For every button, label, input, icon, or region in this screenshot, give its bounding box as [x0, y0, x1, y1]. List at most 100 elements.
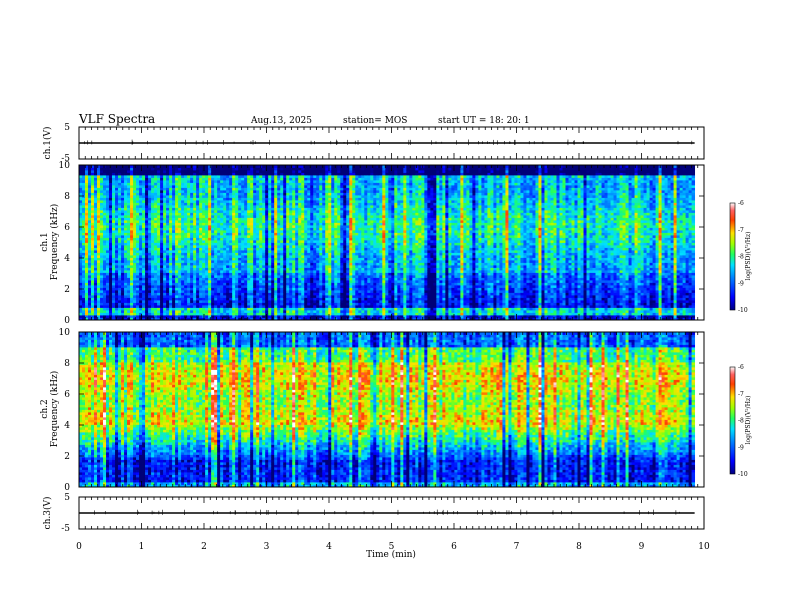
spectrogram-cell — [223, 310, 226, 313]
spectrogram-cell — [181, 293, 184, 296]
spectrogram-cell — [214, 283, 217, 286]
spectrogram-cell — [193, 273, 196, 276]
spectrogram-cell — [160, 188, 163, 191]
spectrogram-cell — [259, 260, 262, 263]
spectrogram-cell — [208, 305, 211, 308]
spectrogram-cell — [256, 278, 259, 281]
spectrogram-cell — [292, 288, 295, 291]
spectrogram-cell — [121, 313, 124, 316]
spectrogram-cell — [205, 180, 208, 183]
spectrogram-cell — [238, 190, 241, 193]
spectrogram-cell — [124, 258, 127, 261]
spectrogram-cell — [97, 213, 100, 216]
spectrogram-cell — [196, 288, 199, 291]
spectrogram-cell — [253, 185, 256, 188]
spectrogram-cell — [112, 285, 115, 288]
spectrogram-cell — [304, 170, 307, 173]
spectrogram-cell — [241, 303, 244, 306]
spectrogram-cell — [121, 203, 124, 206]
spectrogram-cell — [268, 243, 271, 246]
spectrogram-cell — [103, 205, 106, 208]
spectrogram-cell — [181, 310, 184, 313]
spectrogram-cell — [172, 215, 175, 218]
spectrogram-cell — [196, 268, 199, 271]
spectrogram-cell — [187, 235, 190, 238]
spectrogram-cell — [124, 303, 127, 306]
spectrogram-cell — [280, 175, 283, 178]
spectrogram-cell — [121, 248, 124, 251]
spectrogram-cell — [145, 270, 148, 273]
spectrogram-cell — [139, 225, 142, 228]
spectrogram-cell — [196, 180, 199, 183]
spectrogram-cell — [184, 245, 187, 248]
spectrogram-cell — [211, 258, 214, 261]
spectrogram-cell — [301, 273, 304, 276]
spectrogram-cell — [187, 198, 190, 201]
spectrogram-cell — [250, 218, 253, 221]
spectrogram-cell — [142, 208, 145, 211]
spectrogram-cell — [127, 253, 130, 256]
spectrogram-cell — [286, 315, 289, 318]
spectrogram-cell — [151, 190, 154, 193]
spectrogram-cell — [223, 200, 226, 203]
spectrogram-cell — [238, 178, 241, 181]
spectrogram-cell — [163, 275, 166, 278]
spectrogram-cell — [109, 240, 112, 243]
spectrogram-cell — [259, 210, 262, 213]
spectrogram-cell — [292, 248, 295, 251]
spectrogram-cell — [148, 288, 151, 291]
spectrogram-cell — [196, 200, 199, 203]
spectrogram-cell — [127, 268, 130, 271]
spectrogram-cell — [139, 208, 142, 211]
spectrogram-cell — [292, 283, 295, 286]
spectrogram-cell — [172, 238, 175, 241]
spectrogram-cell — [85, 250, 88, 253]
spectrogram-cell — [166, 220, 169, 223]
spectrogram-cell — [157, 200, 160, 203]
spectrogram-cell — [88, 300, 91, 303]
spectrogram-cell — [217, 245, 220, 248]
spectrogram-cell — [283, 200, 286, 203]
spectrogram-cell — [226, 263, 229, 266]
spectrogram-cell — [100, 280, 103, 283]
spectrogram-cell — [187, 253, 190, 256]
spectrogram-cell — [97, 193, 100, 196]
spectrogram-cell — [112, 270, 115, 273]
spectrogram-cell — [283, 268, 286, 271]
spectrogram-cell — [79, 303, 82, 306]
spectrogram-cell — [139, 278, 142, 281]
spectrogram-cell — [130, 235, 133, 238]
spectrogram-cell — [280, 300, 283, 303]
spectrogram-cell — [247, 248, 250, 251]
spectrogram-cell — [187, 210, 190, 213]
spectrogram-cell — [301, 220, 304, 223]
spectrogram-cell — [100, 313, 103, 316]
spectrogram-cell — [262, 228, 265, 231]
spectrogram-cell — [82, 310, 85, 313]
spectrogram-cell — [250, 238, 253, 241]
spectrogram-cell — [244, 283, 247, 286]
spectrogram-cell — [145, 245, 148, 248]
spectrogram-cell — [271, 235, 274, 238]
spectrogram-cell — [295, 260, 298, 263]
spectrogram-cell — [259, 268, 262, 271]
spectrogram-cell — [187, 245, 190, 248]
spectrogram-cell — [88, 205, 91, 208]
spectrogram-cell — [187, 188, 190, 191]
spectrogram-cell — [187, 225, 190, 228]
spectrogram-cell — [229, 258, 232, 261]
spectrogram-cell — [226, 215, 229, 218]
spectrogram-cell — [253, 175, 256, 178]
spectrogram-cell — [130, 230, 133, 233]
spectrogram-cell — [133, 310, 136, 313]
spectrogram-cell — [133, 178, 136, 181]
spectrogram-cell — [259, 273, 262, 276]
spectrogram-cell — [286, 258, 289, 261]
spectrogram-cell — [91, 205, 94, 208]
spectrogram-cell — [238, 260, 241, 263]
spectrogram-cell — [202, 225, 205, 228]
spectrogram-cell — [85, 175, 88, 178]
spectrogram-cell — [136, 310, 139, 313]
spectrogram-cell — [205, 270, 208, 273]
spectrogram-cell — [283, 253, 286, 256]
